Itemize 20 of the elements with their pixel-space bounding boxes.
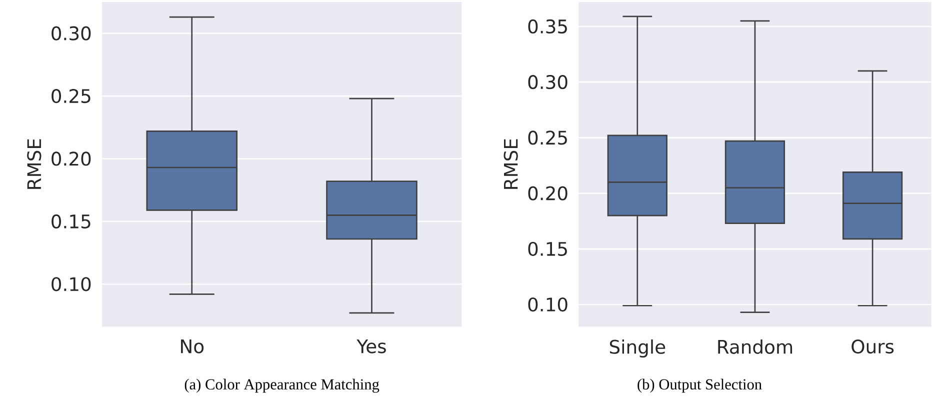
x-tick-label: Yes <box>356 340 386 354</box>
y-tick-label: 0.30 <box>528 75 568 90</box>
x-tick-label: Random <box>718 340 792 354</box>
y-axis-title: RMSE <box>504 139 518 190</box>
y-tick-label: 0.25 <box>52 89 90 104</box>
x-tick-label: Single <box>610 340 666 358</box>
text: (a) Color Appearance Matching <box>184 378 380 393</box>
y-tick-label: 0.10 <box>52 277 91 292</box>
y-tick-label: 0.20 <box>528 186 568 200</box>
y-tick-label: 0.20 <box>52 152 91 166</box>
y-tick-label: 0.15 <box>52 214 90 229</box>
x-tick-label: Ours <box>852 340 894 354</box>
y-tick-label: 0.25 <box>528 130 567 145</box>
y-tick-label: 0.15 <box>528 242 567 256</box>
y-tick-label: 0.30 <box>52 26 91 41</box>
y-axis-title: RMSE <box>27 139 42 190</box>
y-tick-label: 0.10 <box>528 298 568 312</box>
y-tick-label: 0.35 <box>528 20 567 34</box>
text: (b) Output Selection <box>638 378 762 393</box>
x-tick-label: No <box>181 340 204 354</box>
